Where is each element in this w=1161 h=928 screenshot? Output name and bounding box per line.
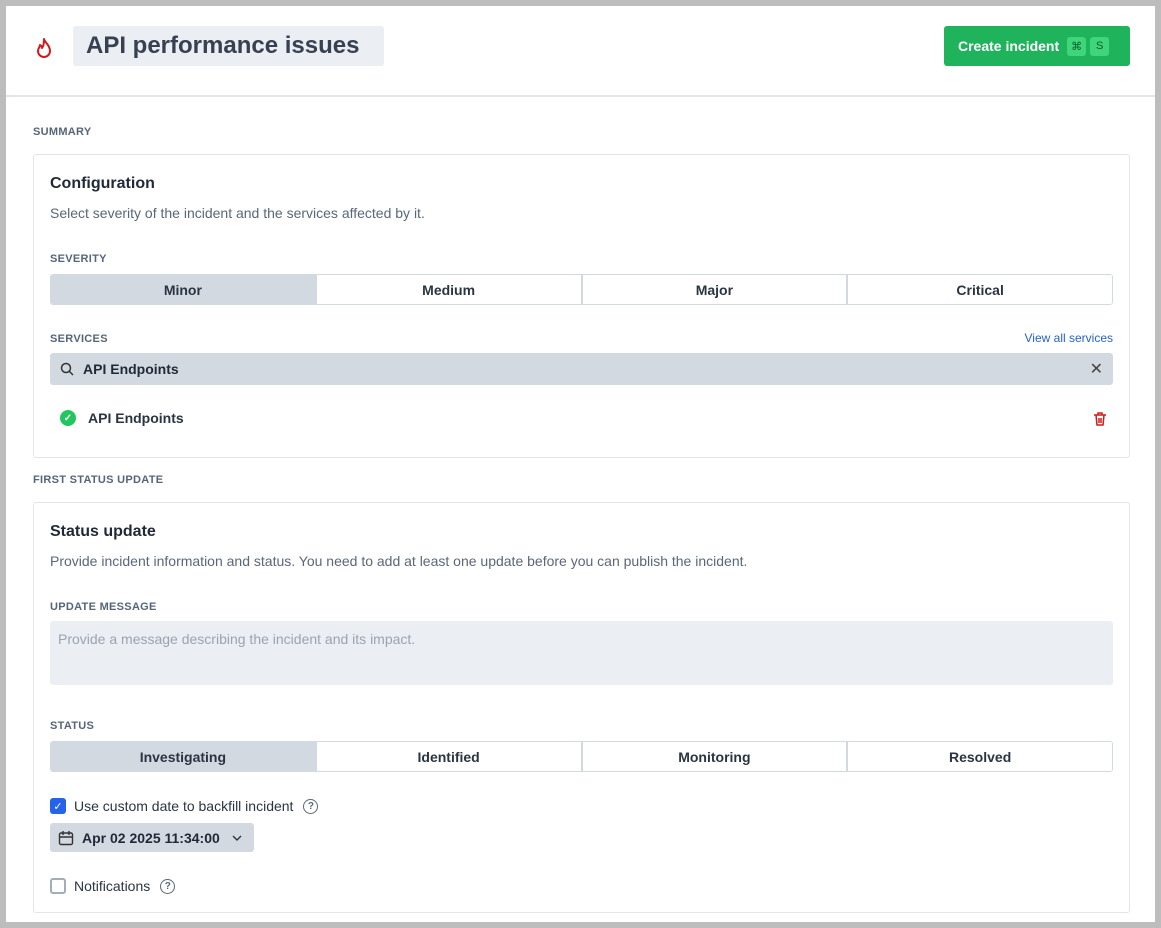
- create-incident-label: Create incident: [958, 38, 1060, 54]
- header: API performance issues Create incident ⌘…: [6, 6, 1155, 97]
- severity-major[interactable]: Major: [580, 275, 847, 304]
- services-label: SERVICES: [50, 333, 108, 345]
- severity-medium[interactable]: Medium: [314, 275, 581, 304]
- status-update-title: Status update: [50, 523, 156, 540]
- create-incident-button[interactable]: Create incident ⌘ S: [944, 26, 1130, 66]
- services-search-value: API Endpoints: [83, 361, 179, 377]
- status-label: STATUS: [50, 720, 95, 732]
- date-value: Apr 02 2025 11:34:00: [82, 829, 220, 846]
- custom-date-checkbox-row: ✓ Use custom date to backfill incident ?: [50, 798, 319, 814]
- shortcut-key-cmd: ⌘: [1067, 36, 1087, 56]
- severity-minor[interactable]: Minor: [51, 275, 315, 304]
- help-icon[interactable]: ?: [303, 798, 319, 814]
- status-resolved[interactable]: Resolved: [846, 742, 1112, 771]
- services-search-input[interactable]: API Endpoints ✕: [50, 353, 1113, 385]
- status-identified[interactable]: Identified: [314, 742, 581, 771]
- notifications-label: Notifications: [74, 878, 151, 894]
- flame-icon: [37, 38, 51, 58]
- status-monitoring[interactable]: Monitoring: [580, 742, 847, 771]
- check-circle-icon: ✓: [60, 410, 76, 426]
- calendar-icon: [58, 830, 74, 845]
- notifications-checkbox[interactable]: [50, 878, 66, 894]
- shortcut-key-s: S: [1090, 36, 1110, 56]
- search-icon: [60, 362, 74, 376]
- view-all-services-link[interactable]: View all services: [1024, 331, 1113, 345]
- notifications-checkbox-row: Notifications ?: [50, 878, 176, 894]
- chevron-down-icon: [232, 835, 242, 841]
- trash-icon[interactable]: [1093, 411, 1107, 427]
- clear-search-icon[interactable]: ✕: [1089, 361, 1103, 378]
- incident-title-input[interactable]: API performance issues: [73, 26, 385, 66]
- status-update-card: Status update Provide incident informati…: [33, 502, 1130, 913]
- date-picker-button[interactable]: Apr 02 2025 11:34:00: [50, 823, 254, 852]
- help-icon[interactable]: ?: [160, 878, 176, 894]
- severity-label: SEVERITY: [50, 253, 107, 265]
- incident-form-page: API performance issues Create incident ⌘…: [6, 6, 1155, 922]
- configuration-card: Configuration Select severity of the inc…: [33, 154, 1130, 458]
- update-message-label: UPDATE MESSAGE: [50, 601, 157, 613]
- configuration-title: Configuration: [50, 175, 155, 192]
- severity-selector: Minor Medium Major Critical: [50, 274, 1113, 305]
- configuration-description: Select severity of the incident and the …: [50, 205, 425, 221]
- update-message-input[interactable]: [50, 621, 1113, 685]
- service-name: API Endpoints: [88, 410, 184, 426]
- status-update-description: Provide incident information and status.…: [50, 553, 748, 569]
- severity-critical[interactable]: Critical: [846, 275, 1112, 304]
- status-selector: Investigating Identified Monitoring Reso…: [50, 741, 1113, 772]
- custom-date-label: Use custom date to backfill incident: [74, 798, 294, 814]
- status-investigating[interactable]: Investigating: [51, 742, 315, 771]
- custom-date-checkbox[interactable]: ✓: [50, 798, 66, 814]
- service-item: ✓ API Endpoints: [60, 410, 184, 426]
- first-status-update-label: FIRST STATUS UPDATE: [33, 474, 164, 486]
- summary-section-label: SUMMARY: [33, 126, 92, 138]
